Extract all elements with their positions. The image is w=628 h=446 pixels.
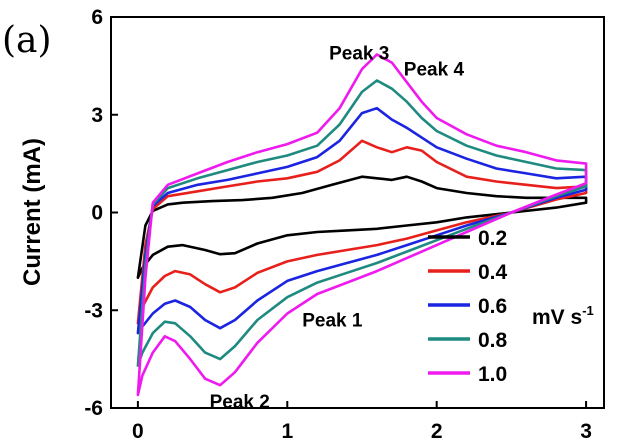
cv-curves bbox=[136, 53, 588, 397]
y-axis: -6 -3 0 3 6 bbox=[84, 6, 118, 420]
peak-annotations: Peak 3 Peak 4 Peak 1 Peak 2 bbox=[210, 43, 465, 413]
peak-label: Peak 4 bbox=[404, 60, 465, 81]
peak-label: Peak 1 bbox=[302, 311, 363, 332]
peak-label: Peak 2 bbox=[210, 392, 270, 413]
legend: 0.2 0.4 0.6 0.8 1.0 bbox=[428, 227, 508, 386]
x-tick-label: 1 bbox=[281, 420, 293, 443]
y-tick-label: 6 bbox=[91, 6, 103, 29]
legend-label: 0.6 bbox=[478, 295, 507, 318]
x-tick-label: 3 bbox=[580, 420, 592, 443]
y-tick-label: 3 bbox=[91, 104, 103, 127]
y-tick-label: -3 bbox=[84, 299, 103, 322]
peak-label: Peak 3 bbox=[329, 43, 389, 64]
unit-main: mV s bbox=[532, 306, 582, 329]
cv-curve-1-0 bbox=[136, 53, 588, 397]
y-tick-label: 0 bbox=[91, 202, 103, 225]
panel-label: (a) bbox=[2, 20, 52, 61]
unit-superscript: -1 bbox=[582, 303, 594, 318]
x-tick-label: 2 bbox=[431, 420, 443, 443]
x-axis: 0 1 2 3 bbox=[132, 401, 592, 443]
cv-curve-0-2 bbox=[136, 175, 588, 279]
legend-label: 0.8 bbox=[478, 329, 508, 352]
x-tick-label: 0 bbox=[132, 420, 144, 443]
legend-label: 1.0 bbox=[478, 363, 507, 386]
legend-label: 0.2 bbox=[478, 227, 507, 250]
cv-curve-0-4 bbox=[136, 139, 588, 325]
y-tick-label: -6 bbox=[84, 397, 103, 420]
legend-label: 0.4 bbox=[478, 261, 508, 284]
scan-rate-unit: mV s-1 bbox=[532, 303, 594, 329]
y-axis-title: Current (mA) bbox=[19, 138, 46, 286]
